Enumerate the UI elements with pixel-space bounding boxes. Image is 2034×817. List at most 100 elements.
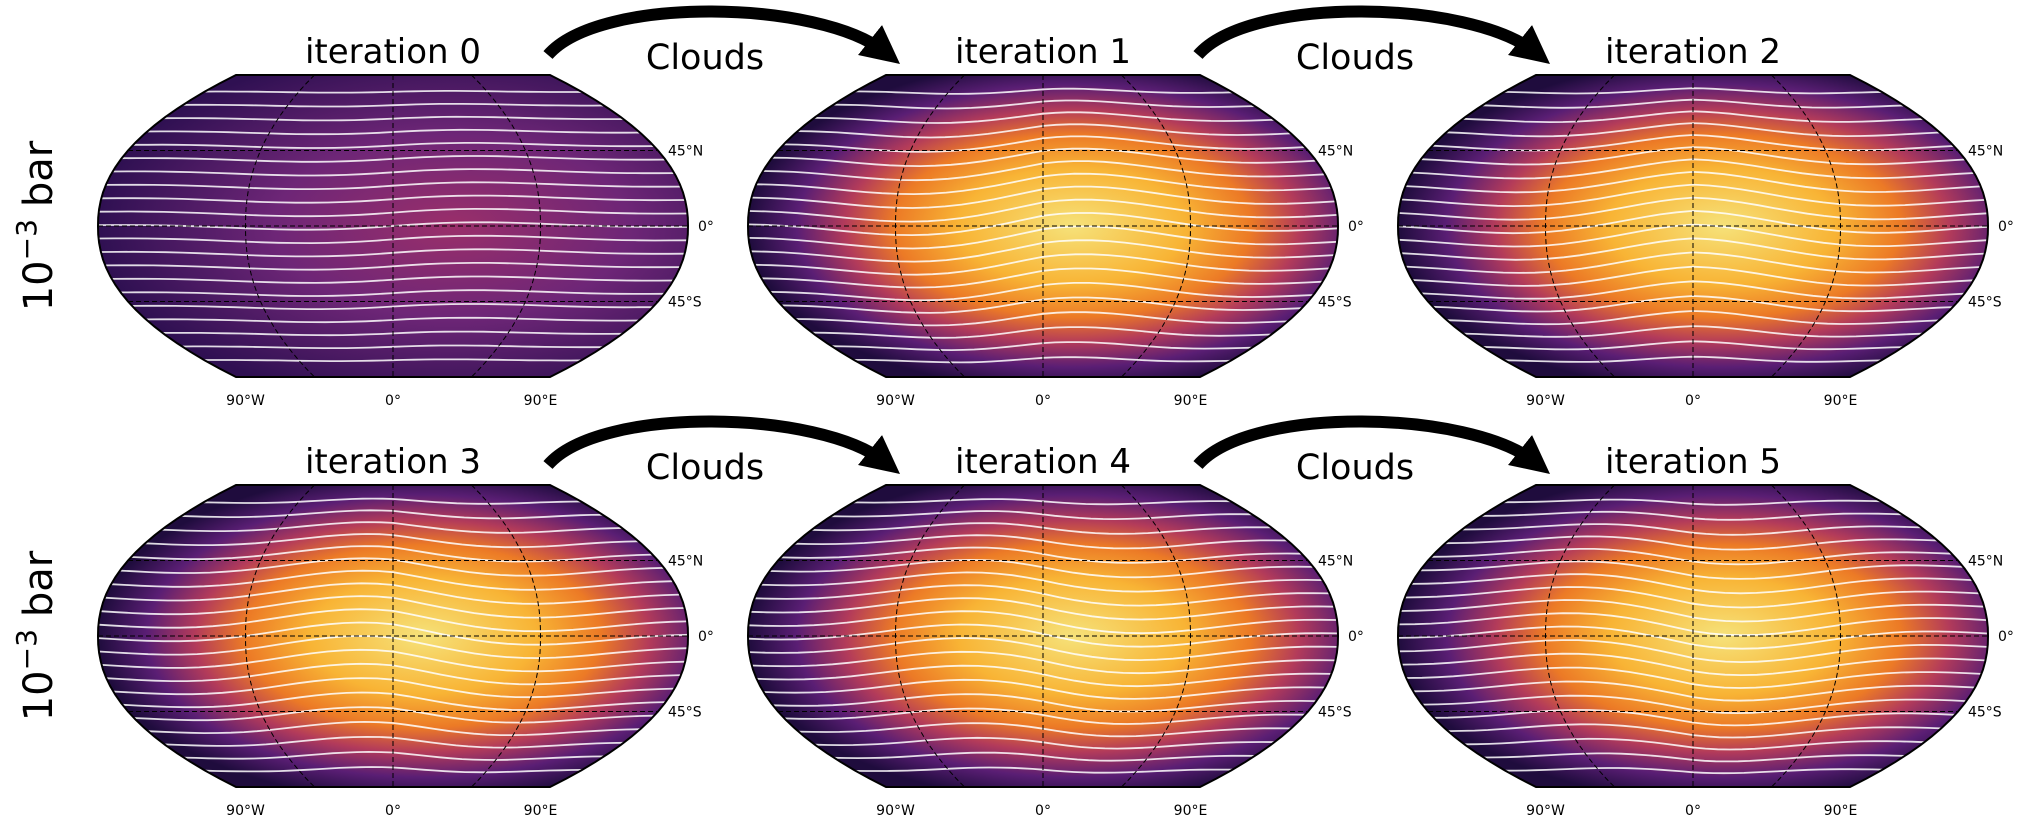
- streamline: [133, 142, 655, 149]
- streamline: [751, 650, 1336, 675]
- streamline: [760, 571, 1323, 593]
- streamline: [1406, 666, 1982, 689]
- grid-line: [471, 484, 542, 788]
- map-outline: [1396, 484, 1990, 788]
- arrow-label: Clouds: [646, 38, 764, 78]
- arrow-label: Clouds: [646, 448, 764, 488]
- streamline: [783, 135, 1305, 153]
- map-outline: [96, 74, 690, 378]
- row-label-base: 10: [16, 260, 62, 311]
- lon-label: 90°E: [524, 393, 558, 409]
- streamline: [1400, 183, 1986, 208]
- lat-label: 45°N: [668, 144, 703, 160]
- row-label-base: 10: [16, 670, 62, 721]
- panel-title: iteration 0: [305, 32, 481, 72]
- grid-line: [244, 484, 315, 788]
- streamline: [1461, 523, 1922, 536]
- map-outline: [746, 74, 1340, 378]
- lat-label: 45°S: [1968, 705, 2002, 721]
- lat-label: 0°: [1998, 219, 2014, 235]
- grid-line: [1121, 74, 1192, 378]
- streamline: [1398, 209, 1988, 235]
- streamline: [131, 545, 653, 563]
- lon-label: 90°W: [876, 393, 915, 409]
- streamline: [748, 610, 1338, 635]
- row-label-exponent: −3: [10, 219, 43, 260]
- streamline: [98, 608, 688, 633]
- streamline: [1398, 625, 1988, 650]
- streamline: [1433, 708, 1956, 727]
- streamline: [748, 198, 1338, 223]
- lat-label: 45°S: [1968, 295, 2002, 311]
- arrow-label: Clouds: [1296, 38, 1414, 78]
- grid-line: [894, 74, 965, 378]
- arrow: [1193, 415, 1551, 474]
- streamline: [756, 172, 1332, 196]
- streamline: [161, 521, 623, 534]
- streamline: [148, 720, 641, 736]
- streamline: [830, 510, 1253, 521]
- lat-label: 0°: [698, 219, 714, 235]
- lon-label: 90°E: [1824, 803, 1858, 817]
- lat-label: 45°N: [1968, 554, 2003, 570]
- lon-label: 0°: [1685, 393, 1701, 409]
- lon-label: 0°: [1035, 393, 1051, 409]
- lat-label: 45°N: [1318, 144, 1353, 160]
- lat-label: 0°: [1348, 219, 1364, 235]
- lon-label: 90°W: [876, 803, 915, 817]
- streamline: [750, 239, 1335, 263]
- grid-line: [1544, 484, 1615, 788]
- lat-label: 0°: [1998, 629, 2014, 645]
- lat-label: 45°N: [1968, 144, 2003, 160]
- lat-label: 45°S: [1318, 705, 1352, 721]
- streamline: [111, 569, 674, 591]
- panel-title: iteration 2: [1605, 32, 1781, 72]
- lon-label: 90°E: [524, 803, 558, 817]
- arrow: [543, 415, 901, 474]
- streamline: [204, 358, 582, 362]
- lon-label: 0°: [1685, 803, 1701, 817]
- streamline: [814, 111, 1275, 124]
- grid-line: [471, 74, 542, 378]
- lon-label: 90°W: [1526, 393, 1565, 409]
- lon-label: 0°: [1035, 803, 1051, 817]
- lon-label: 90°W: [1526, 803, 1565, 817]
- streamline: [1504, 87, 1882, 95]
- streamline: [754, 253, 1330, 276]
- lon-label: 0°: [385, 393, 401, 409]
- lat-label: 45°S: [668, 295, 702, 311]
- grid-line: [1121, 484, 1192, 788]
- row-label: 10−3 bar: [10, 550, 62, 721]
- lat-label: 0°: [698, 629, 714, 645]
- panel-title: iteration 1: [955, 32, 1131, 72]
- streamline: [812, 326, 1272, 339]
- streamline: [1404, 586, 1980, 609]
- streamline: [101, 648, 686, 673]
- lon-label: 0°: [385, 803, 401, 817]
- streamline: [131, 303, 653, 310]
- streamline: [1421, 280, 1965, 300]
- panel-title: iteration 5: [1605, 442, 1781, 482]
- lon-label: 90°W: [226, 803, 265, 817]
- lat-label: 0°: [1348, 629, 1364, 645]
- lon-label: 90°W: [226, 393, 265, 409]
- grid-line: [894, 484, 965, 788]
- grid-line: [1544, 74, 1615, 378]
- streamline: [182, 103, 605, 108]
- arrow: [1193, 5, 1551, 64]
- lat-label: 45°S: [668, 705, 702, 721]
- row-label-exponent: −3: [10, 629, 43, 670]
- arrow-label: Clouds: [1296, 448, 1414, 488]
- row-label-unit: bar: [16, 550, 62, 617]
- streamline: [181, 344, 604, 349]
- streamline: [794, 534, 1288, 550]
- streamline: [855, 87, 1233, 95]
- grid-line: [244, 74, 315, 378]
- panel-title: iteration 3: [305, 442, 481, 482]
- streamline: [1412, 265, 1974, 287]
- lat-label: 45°N: [668, 554, 703, 570]
- map-outline: [96, 484, 690, 788]
- streamline: [1398, 223, 1988, 248]
- streamline: [756, 664, 1332, 688]
